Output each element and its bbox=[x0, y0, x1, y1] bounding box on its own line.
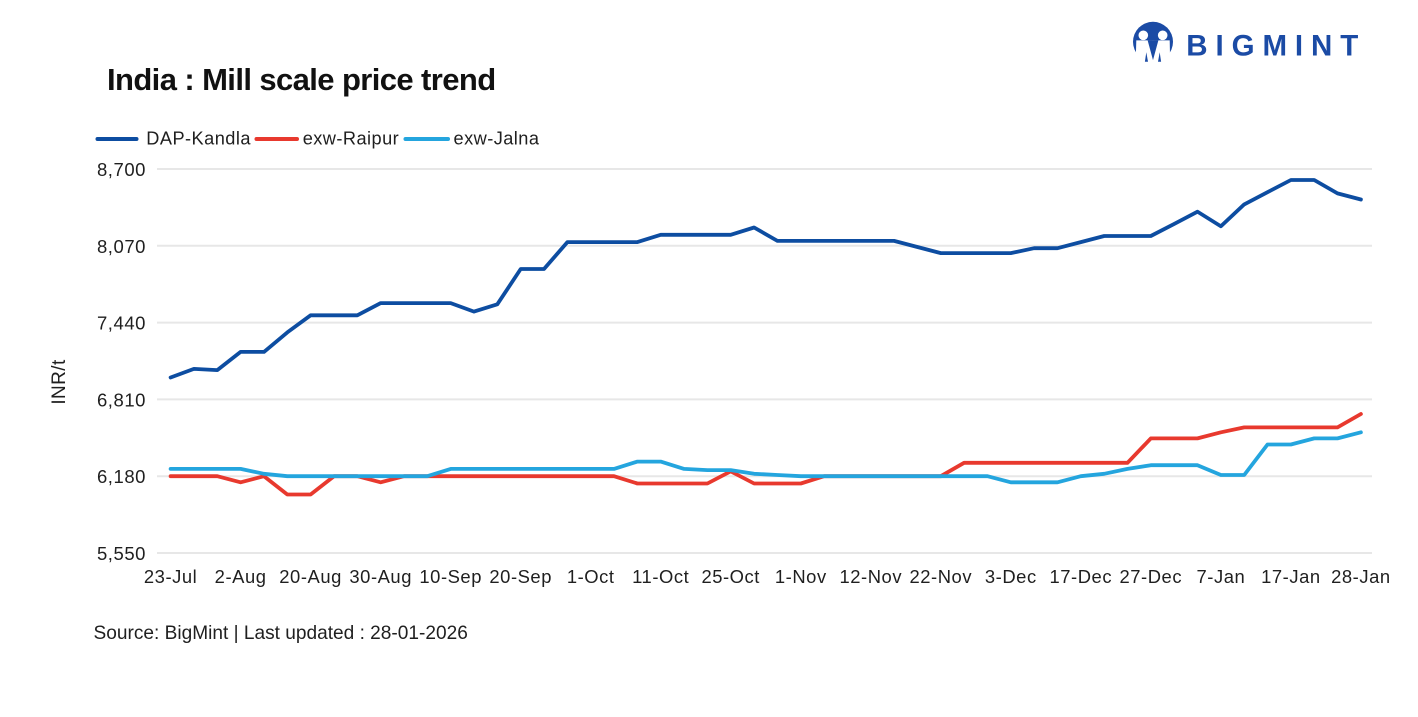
svg-text:6,180: 6,180 bbox=[97, 466, 146, 487]
svg-text:exw-Jalna: exw-Jalna bbox=[454, 129, 540, 149]
svg-text:7-Jan: 7-Jan bbox=[1197, 566, 1246, 587]
svg-text:1-Oct: 1-Oct bbox=[567, 566, 615, 587]
svg-text:6,810: 6,810 bbox=[97, 389, 146, 410]
svg-text:DAP-Kandla: DAP-Kandla bbox=[146, 129, 251, 149]
svg-text:23-Jul: 23-Jul bbox=[144, 566, 197, 587]
svg-text:11-Oct: 11-Oct bbox=[632, 566, 689, 587]
svg-text:Source: BigMint | Last updated: Source: BigMint | Last updated : 28-01-2… bbox=[94, 623, 468, 644]
svg-text:8,070: 8,070 bbox=[97, 236, 146, 257]
svg-text:20-Aug: 20-Aug bbox=[279, 566, 342, 587]
svg-text:20-Sep: 20-Sep bbox=[489, 566, 552, 587]
svg-text:BIGMINT: BIGMINT bbox=[1186, 30, 1366, 63]
svg-text:8,700: 8,700 bbox=[97, 159, 146, 180]
svg-text:5,550: 5,550 bbox=[97, 543, 146, 564]
svg-text:INR/t: INR/t bbox=[49, 359, 70, 405]
svg-text:3-Dec: 3-Dec bbox=[985, 566, 1037, 587]
svg-text:7,440: 7,440 bbox=[97, 313, 146, 334]
svg-text:25-Oct: 25-Oct bbox=[701, 566, 760, 587]
svg-text:12-Nov: 12-Nov bbox=[840, 566, 903, 587]
svg-text:30-Aug: 30-Aug bbox=[349, 566, 412, 587]
svg-text:27-Dec: 27-Dec bbox=[1120, 566, 1183, 587]
svg-text:28-Jan: 28-Jan bbox=[1331, 566, 1391, 587]
svg-text:exw-Raipur: exw-Raipur bbox=[303, 129, 399, 149]
svg-text:1-Nov: 1-Nov bbox=[775, 566, 827, 587]
svg-text:10-Sep: 10-Sep bbox=[419, 566, 482, 587]
svg-text:2-Aug: 2-Aug bbox=[215, 566, 267, 587]
svg-text:India : Mill scale price trend: India : Mill scale price trend bbox=[107, 62, 496, 97]
svg-text:22-Nov: 22-Nov bbox=[910, 566, 973, 587]
svg-text:17-Dec: 17-Dec bbox=[1050, 566, 1113, 587]
svg-text:17-Jan: 17-Jan bbox=[1261, 566, 1321, 587]
